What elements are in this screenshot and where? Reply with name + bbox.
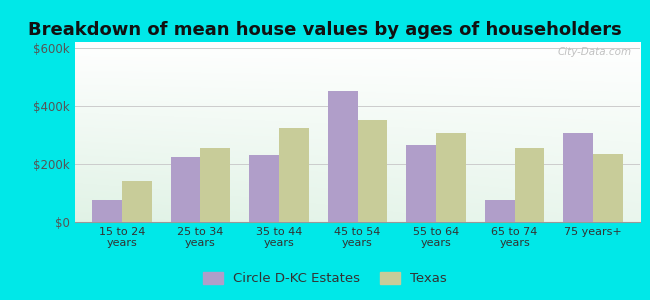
Bar	[328, 92, 358, 222]
Bar	[279, 128, 309, 222]
Text: Breakdown of mean house values by ages of householders: Breakdown of mean house values by ages o…	[28, 21, 622, 39]
Bar	[406, 145, 436, 222]
Bar	[593, 154, 623, 222]
Text: City-Data.com: City-Data.com	[558, 47, 632, 57]
Bar	[564, 134, 593, 222]
Bar	[515, 148, 545, 222]
Bar	[249, 155, 279, 222]
Bar	[122, 182, 151, 222]
Bar	[436, 134, 466, 222]
Bar	[92, 200, 122, 222]
Bar	[485, 200, 515, 222]
Bar	[200, 148, 230, 222]
Bar	[170, 157, 200, 222]
Legend: Circle D-KC Estates, Texas: Circle D-KC Estates, Texas	[198, 266, 452, 290]
Bar	[358, 120, 387, 222]
